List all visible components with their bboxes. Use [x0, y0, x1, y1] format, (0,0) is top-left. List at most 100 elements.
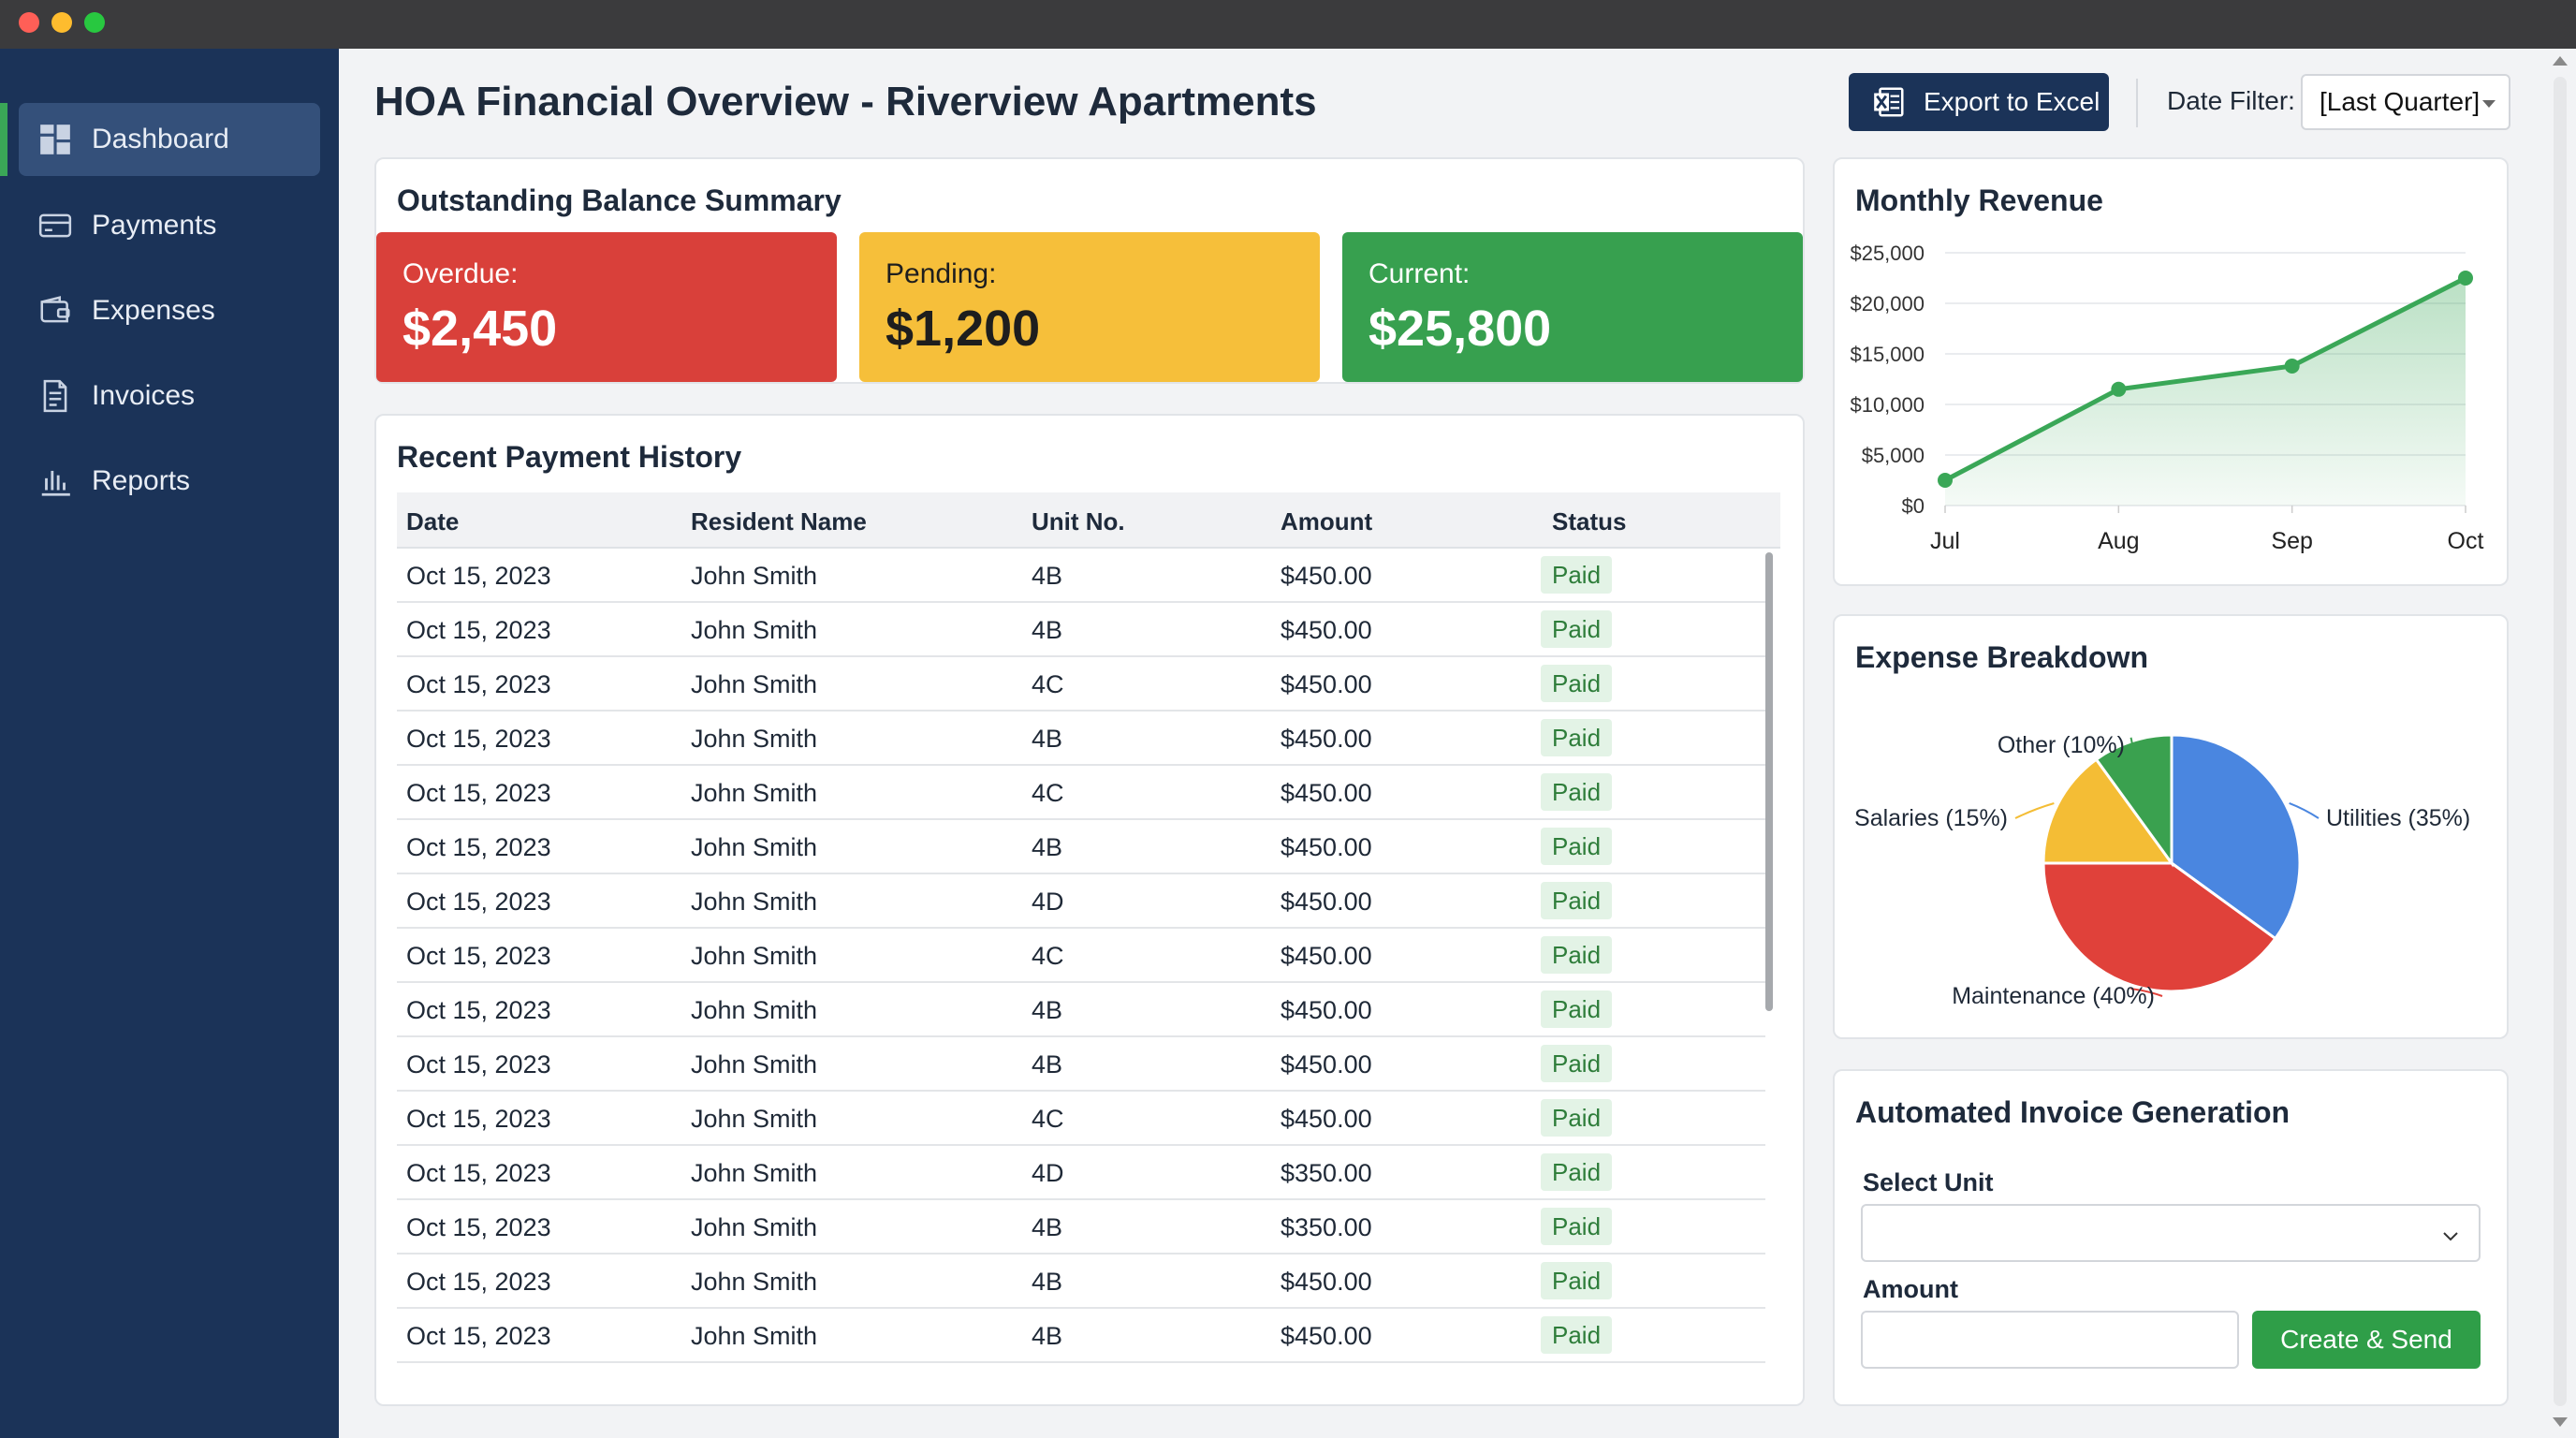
amount-cell: $450.00	[1281, 1105, 1372, 1133]
pie-slice[interactable]	[2170, 733, 2302, 941]
table-row[interactable]: Oct 15, 2023 John Smith 4B $450.00 Paid	[397, 983, 1765, 1037]
credit-card-icon	[37, 208, 73, 243]
window-minimize-button[interactable]	[51, 12, 72, 33]
date-cell: Oct 15, 2023	[406, 725, 551, 753]
sidebar-item-invoices[interactable]: Invoices	[19, 360, 320, 433]
sidebar-item-label: Reports	[92, 465, 191, 496]
date-cell: Oct 15, 2023	[406, 1213, 551, 1241]
amount-cell: $450.00	[1281, 942, 1372, 970]
payment-table-body[interactable]: Oct 15, 2023 John Smith 4B $450.00 Paid Oct 1…	[397, 549, 1765, 1380]
revenue-point[interactable]	[2111, 381, 2127, 397]
sidebar-item-label: Invoices	[92, 380, 196, 411]
pie-slice[interactable]	[2042, 861, 2277, 993]
table-row[interactable]: Oct 15, 2023 John Smith 4B $450.00 Paid	[397, 603, 1765, 657]
status-badge: Paid	[1541, 665, 1613, 702]
table-row[interactable]: Oct 15, 2023 John Smith 4C $450.00 Paid	[397, 929, 1765, 983]
create-and-send-button[interactable]: Create & Send	[2252, 1311, 2481, 1369]
document-icon	[37, 378, 73, 414]
window-close-button[interactable]	[19, 12, 39, 33]
unit-cell: 4B	[1032, 1213, 1063, 1241]
resident-name-cell: John Smith	[691, 1105, 818, 1133]
resident-name-cell: John Smith	[691, 670, 818, 698]
status-badge: Paid	[1541, 719, 1613, 756]
column-header-amount[interactable]: Amount	[1281, 507, 1373, 536]
export-label: Export to Excel	[1924, 87, 2100, 116]
table-row[interactable]: Oct 15, 2023 John Smith 4B $450.00 Paid	[397, 1255, 1765, 1309]
resident-name-cell: John Smith	[691, 616, 818, 644]
window-titlebar	[0, 0, 2576, 49]
table-row[interactable]: Oct 15, 2023 John Smith 4D $350.00 Paid	[397, 1146, 1765, 1200]
unit-cell: 4B	[1032, 725, 1063, 753]
overdue-tile: Overdue: $2,450	[376, 232, 837, 382]
table-row[interactable]: Oct 15, 2023 John Smith 4C $450.00 Paid	[397, 766, 1765, 820]
page-title: HOA Financial Overview - Riverview Apart…	[374, 79, 1317, 125]
status-badge: Paid	[1541, 610, 1613, 648]
amount-cell: $450.00	[1281, 1050, 1372, 1078]
sidebar-item-reports[interactable]: Reports	[19, 445, 320, 518]
amount-input[interactable]	[1861, 1311, 2239, 1369]
table-row[interactable]: Oct 15, 2023 John Smith 4B $450.00 Paid	[397, 549, 1765, 603]
resident-name-cell: John Smith	[691, 942, 818, 970]
chevron-down-icon	[2443, 1232, 2458, 1241]
export-to-excel-button[interactable]: Export to Excel	[1849, 73, 2109, 131]
date-cell: Oct 15, 2023	[406, 779, 551, 807]
unit-select[interactable]	[1861, 1204, 2481, 1262]
column-header-date[interactable]: Date	[406, 507, 460, 536]
revenue-point[interactable]	[2284, 358, 2300, 374]
revenue-point[interactable]	[2458, 271, 2473, 286]
scroll-down-arrow-icon[interactable]	[2553, 1417, 2568, 1427]
window-zoom-button[interactable]	[84, 12, 105, 33]
table-row[interactable]: Oct 15, 2023 John Smith 4B $450.00 Paid	[397, 712, 1765, 766]
resident-name-cell: John Smith	[691, 779, 818, 807]
monthly-revenue-card: $0 $5,000 $10,000 $15,000 $20,000 $25,000 Jul A…	[1833, 157, 2509, 586]
amount-cell: $450.00	[1281, 1268, 1372, 1296]
status-badge: Paid	[1541, 556, 1613, 594]
column-header-resident[interactable]: Resident Name	[691, 507, 867, 536]
wallet-icon	[37, 293, 73, 329]
date-filter-select[interactable]: [Last Quarter]	[2301, 74, 2510, 130]
pie-slice-label: Utilities (35%)	[2326, 805, 2470, 831]
unit-cell: 4B	[1032, 1322, 1063, 1350]
table-row[interactable]: Oct 15, 2023 John Smith 4D $450.00 Paid	[397, 874, 1765, 929]
table-row[interactable]: Oct 15, 2023 John Smith 4C $450.00 Paid	[397, 657, 1765, 712]
resident-name-cell: John Smith	[691, 725, 818, 753]
table-row[interactable]: Oct 15, 2023 John Smith 4B $450.00 Paid	[397, 1309, 1765, 1363]
table-row[interactable]: Oct 15, 2023 John Smith 4B $450.00 Paid	[397, 820, 1765, 874]
table-row[interactable]: Oct 15, 2023 John Smith 4C $450.00 Paid	[397, 1092, 1765, 1146]
unit-cell: 4B	[1032, 1268, 1063, 1296]
date-cell: Oct 15, 2023	[406, 562, 551, 590]
invoice-generation-title: Automated Invoice Generation	[1855, 1095, 2291, 1129]
y-tick-label: $5,000	[1862, 444, 1925, 467]
pie-leader-line	[2289, 802, 2320, 819]
pie-slice-label: Maintenance (40%)	[1952, 983, 2155, 1009]
resident-name-cell: John Smith	[691, 1159, 818, 1187]
amount-label: Amount	[1863, 1275, 1958, 1303]
column-header-status[interactable]: Status	[1552, 507, 1627, 536]
revenue-point[interactable]	[1938, 473, 1953, 488]
sidebar-item-payments[interactable]: Payments	[19, 189, 320, 262]
sidebar-item-dashboard[interactable]: Dashboard	[0, 103, 320, 176]
sidebar-item-label: Payments	[92, 210, 217, 241]
resident-name-cell: John Smith	[691, 888, 818, 916]
resident-name-cell: John Smith	[691, 833, 818, 861]
window-scrollbar-thumb[interactable]	[2554, 77, 2567, 1406]
table-row[interactable]: Oct 15, 2023 John Smith 4B $350.00 Paid	[397, 1200, 1765, 1255]
revenue-chart: $0 $5,000 $10,000 $15,000 $20,000 $25,000 Jul A…	[1850, 242, 2484, 554]
header-divider	[2136, 79, 2138, 127]
column-header-unit[interactable]: Unit No.	[1032, 507, 1125, 536]
x-tick-label: Oct	[2448, 528, 2484, 554]
resident-name-cell: John Smith	[691, 1268, 818, 1296]
scroll-up-arrow-icon[interactable]	[2553, 56, 2568, 66]
unit-cell: 4D	[1032, 888, 1064, 916]
date-cell: Oct 15, 2023	[406, 616, 551, 644]
payment-table-header: Date Resident Name Unit No. Amount Statu…	[397, 492, 1780, 549]
amount-cell: $450.00	[1281, 833, 1372, 861]
y-tick-label: $25,000	[1850, 242, 1925, 265]
table-scrollbar[interactable]	[1765, 552, 1773, 1011]
expense-breakdown-card: Utilities (35%) Maintenance (40%) Salaries…	[1833, 614, 2509, 1039]
resident-name-cell: John Smith	[691, 996, 818, 1024]
sidebar-item-expenses[interactable]: Expenses	[19, 274, 320, 347]
pie-slice[interactable]	[2042, 757, 2174, 865]
date-cell: Oct 15, 2023	[406, 996, 551, 1024]
table-row[interactable]: Oct 15, 2023 John Smith 4B $450.00 Paid	[397, 1037, 1765, 1092]
